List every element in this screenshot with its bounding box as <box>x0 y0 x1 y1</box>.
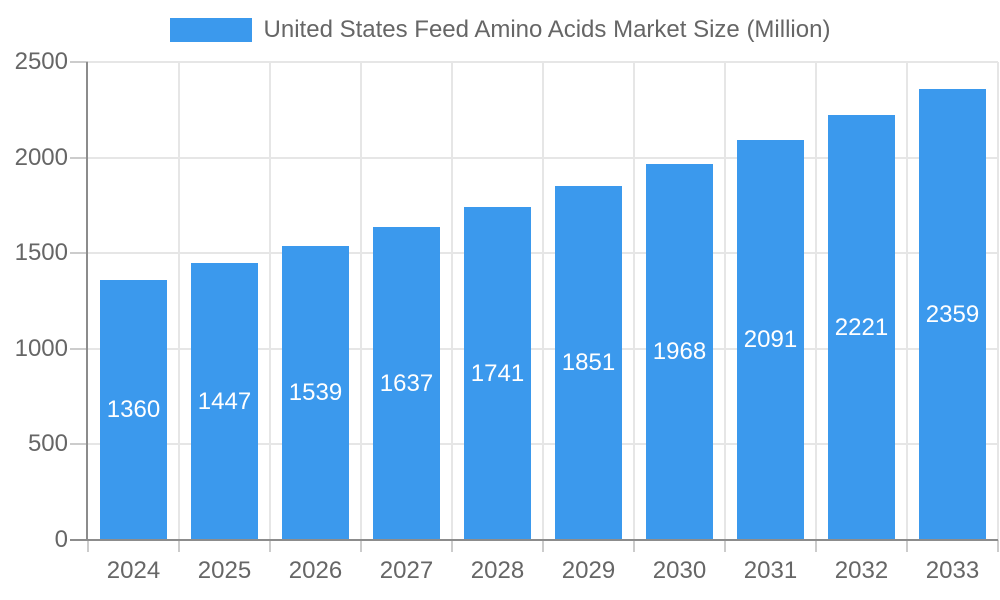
bar-value-label: 1447 <box>197 387 252 415</box>
x-axis-tick <box>997 540 999 552</box>
bar-value-label: 1968 <box>652 338 707 365</box>
bar-2026: 1539 <box>282 246 349 540</box>
y-axis-label: 2000 <box>14 144 68 171</box>
x-gridline <box>633 62 635 540</box>
bar-value-label: 1539 <box>288 379 343 406</box>
bar-2030: 1968 <box>646 164 713 540</box>
y-axis-tick <box>70 157 88 159</box>
x-axis-tick <box>724 540 726 552</box>
x-axis-tick <box>542 540 544 552</box>
x-gridline <box>906 62 908 540</box>
bar-2033: 2359 <box>919 89 986 540</box>
x-axis-tick <box>178 540 180 552</box>
bar-value-label: 2221 <box>834 313 889 341</box>
bar-2028: 1741 <box>464 207 531 540</box>
x-axis-tick <box>269 540 271 552</box>
x-gridline <box>451 62 453 540</box>
bar-2027: 1637 <box>373 227 440 540</box>
x-gridline <box>815 62 817 540</box>
bar-2032: 2221 <box>828 115 895 540</box>
x-gridline <box>269 62 271 540</box>
bar-2024: 1360 <box>100 280 167 540</box>
y-axis-line <box>86 62 88 540</box>
x-axis-line <box>70 539 998 541</box>
x-axis-label: 2030 <box>652 557 707 584</box>
x-gridline <box>542 62 544 540</box>
x-axis-tick <box>360 540 362 552</box>
y-axis-label: 1500 <box>14 239 68 266</box>
bar-2025: 1447 <box>191 263 258 540</box>
legend-swatch <box>169 18 252 42</box>
bar-value-label: 1741 <box>470 359 525 387</box>
bar-value-label: 1360 <box>106 396 161 423</box>
x-axis-tick <box>87 540 89 552</box>
x-axis-tick <box>633 540 635 552</box>
y-axis-tick <box>70 61 88 63</box>
x-axis-label: 2031 <box>743 557 798 584</box>
y-axis-tick <box>70 443 88 445</box>
x-axis-label: 2026 <box>288 557 343 584</box>
bar-2029: 1851 <box>555 186 622 540</box>
x-axis-label: 2033 <box>925 557 980 584</box>
bar-value-label: 2091 <box>743 326 798 353</box>
y-axis-label: 500 <box>27 430 68 457</box>
y-axis-tick <box>70 252 88 254</box>
y-axis-label: 0 <box>54 526 68 553</box>
x-axis-label: 2027 <box>379 557 434 584</box>
y-axis-tick <box>70 348 88 350</box>
x-axis-label: 2029 <box>561 557 616 584</box>
y-axis-label: 2500 <box>14 48 68 75</box>
bar-value-label: 2359 <box>925 300 980 328</box>
bar-value-label: 1637 <box>379 369 434 397</box>
y-axis-label: 1000 <box>14 335 68 362</box>
x-axis-tick <box>815 540 817 552</box>
bar-2031: 2091 <box>737 140 804 540</box>
x-gridline <box>724 62 726 540</box>
x-gridline <box>997 62 999 540</box>
x-axis-label: 2032 <box>834 557 889 584</box>
x-axis-label: 2028 <box>470 557 525 584</box>
x-axis-tick <box>451 540 453 552</box>
chart-legend[interactable]: United States Feed Amino Acids Market Si… <box>0 16 1000 44</box>
x-gridline <box>360 62 362 540</box>
x-axis-label: 2024 <box>106 557 161 584</box>
x-axis-tick <box>906 540 908 552</box>
legend-label: United States Feed Amino Acids Market Si… <box>263 16 831 43</box>
x-gridline <box>178 62 180 540</box>
x-axis-label: 2025 <box>197 557 252 584</box>
bar-value-label: 1851 <box>561 349 616 376</box>
